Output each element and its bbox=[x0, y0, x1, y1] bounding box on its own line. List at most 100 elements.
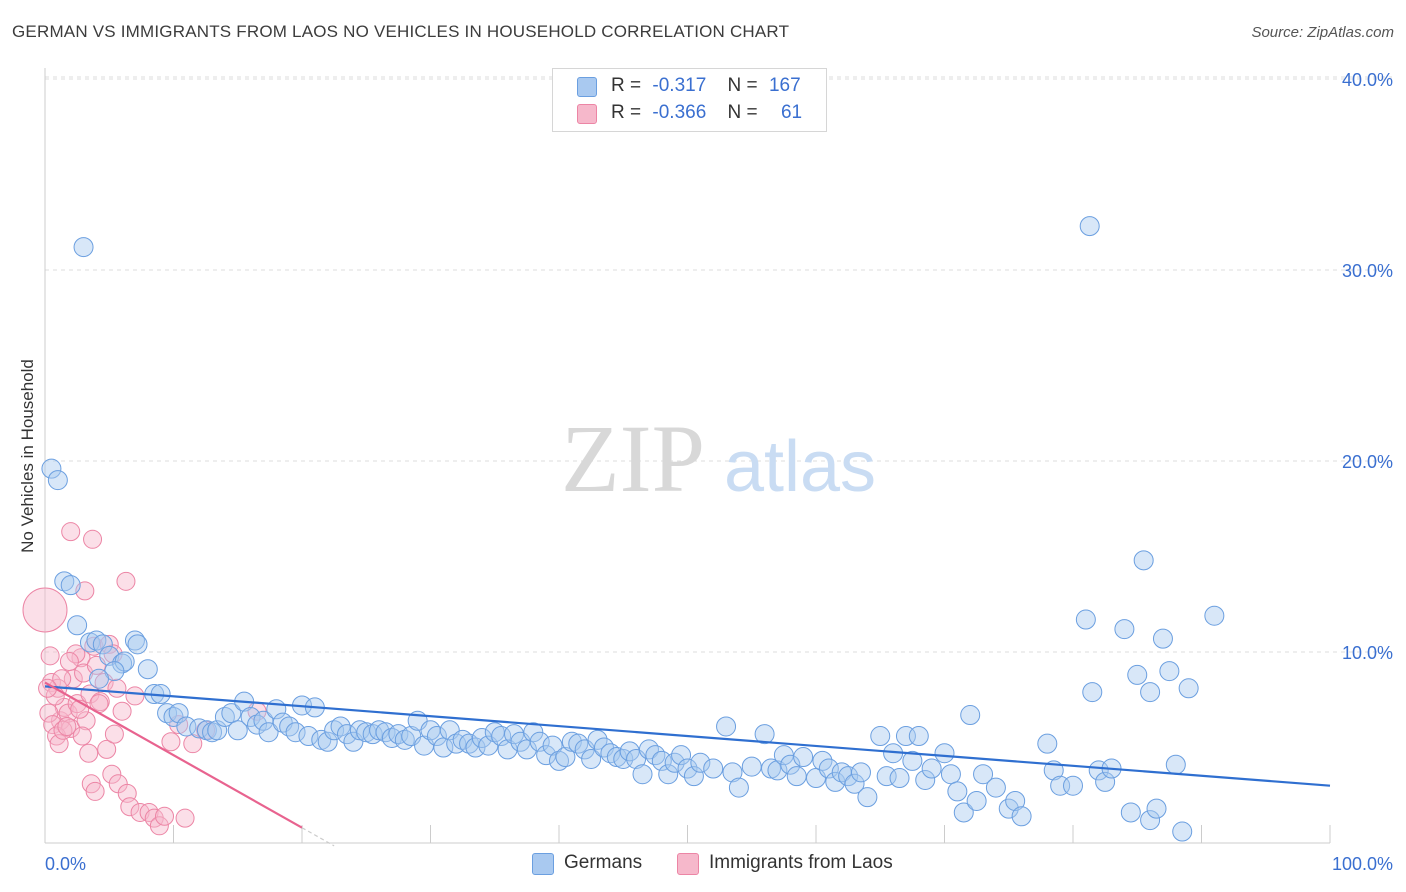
trend-line-laos bbox=[44, 681, 303, 829]
data-point-germans bbox=[915, 769, 936, 790]
data-point-germans bbox=[247, 714, 268, 735]
data-point-germans bbox=[793, 747, 814, 768]
data-point-laos bbox=[71, 648, 91, 668]
data-point-germans bbox=[1140, 810, 1161, 831]
data-point-germans bbox=[523, 722, 544, 743]
data-point-germans bbox=[722, 762, 743, 783]
data-point-laos bbox=[102, 764, 122, 784]
data-point-germans bbox=[317, 731, 338, 752]
data-point-germans bbox=[92, 634, 113, 655]
tick-labels: 10.0% 20.0% 30.0% 40.0% 0.0% 100.0% bbox=[45, 70, 1393, 874]
data-point-germans bbox=[940, 764, 961, 785]
series-laos-points bbox=[22, 522, 267, 836]
y-tick-label: 20.0% bbox=[1342, 452, 1393, 472]
data-point-germans bbox=[67, 615, 88, 636]
data-point-germans bbox=[60, 575, 81, 596]
data-point-germans bbox=[324, 720, 345, 741]
data-point-laos bbox=[99, 634, 119, 654]
data-point-germans bbox=[902, 750, 923, 771]
legend-r-value: -0.366 bbox=[652, 102, 707, 123]
data-point-germans bbox=[690, 752, 711, 773]
data-point-germans bbox=[279, 716, 300, 737]
data-point-germans bbox=[716, 716, 737, 737]
data-point-laos bbox=[175, 808, 195, 828]
data-point-germans bbox=[227, 720, 248, 741]
data-point-germans bbox=[86, 630, 107, 651]
data-point-germans bbox=[298, 726, 319, 747]
data-point-germans bbox=[1095, 771, 1116, 792]
data-point-germans bbox=[651, 750, 672, 771]
data-point-germans bbox=[433, 737, 454, 758]
data-point-germans bbox=[1133, 550, 1154, 571]
data-point-laos bbox=[116, 571, 136, 591]
data-point-germans bbox=[683, 766, 704, 787]
y-tick-label: 30.0% bbox=[1342, 261, 1393, 281]
data-point-laos bbox=[97, 739, 117, 759]
legend-swatch-germans bbox=[577, 77, 597, 97]
data-point-germans bbox=[1204, 605, 1225, 626]
watermark-atlas: atlas bbox=[724, 427, 876, 507]
data-point-germans bbox=[137, 659, 158, 680]
data-point-germans bbox=[1178, 678, 1199, 699]
data-point-germans bbox=[1079, 216, 1100, 237]
data-point-germans bbox=[394, 729, 415, 750]
data-point-germans bbox=[767, 760, 788, 781]
data-point-germans bbox=[1037, 733, 1058, 754]
legend-n-value: 61 bbox=[780, 102, 803, 123]
data-point-germans bbox=[921, 758, 942, 779]
data-point-germans bbox=[1120, 802, 1141, 823]
data-point-germans bbox=[426, 726, 447, 747]
data-point-laos bbox=[183, 734, 203, 754]
data-point-germans bbox=[908, 726, 929, 747]
data-point-germans bbox=[844, 773, 865, 794]
bottom-legend-label-laos: Immigrants from Laos bbox=[709, 852, 893, 873]
data-point-germans bbox=[1005, 790, 1026, 811]
data-point-laos bbox=[57, 716, 77, 736]
trend-lines bbox=[44, 681, 1331, 847]
data-point-germans bbox=[947, 781, 968, 802]
data-point-laos bbox=[120, 797, 140, 817]
data-point-germans bbox=[1082, 682, 1103, 703]
data-point-germans bbox=[189, 718, 210, 739]
data-point-germans bbox=[99, 645, 120, 666]
data-point-germans bbox=[491, 726, 512, 747]
legend-n-label: N = bbox=[727, 75, 758, 96]
data-point-laos bbox=[83, 529, 103, 549]
legend-r-label: R = bbox=[611, 75, 642, 96]
data-point-germans bbox=[176, 716, 197, 737]
trend-line-laos-extension bbox=[301, 827, 335, 847]
data-point-germans bbox=[703, 758, 724, 779]
data-point-laos bbox=[107, 678, 127, 698]
data-point-germans bbox=[157, 703, 178, 724]
data-point-germans bbox=[47, 470, 68, 491]
data-point-germans bbox=[960, 705, 981, 726]
data-point-germans bbox=[876, 766, 897, 787]
data-point-germans bbox=[41, 458, 62, 479]
data-point-germans bbox=[516, 739, 537, 760]
data-point-laos bbox=[61, 522, 81, 542]
data-point-germans bbox=[786, 766, 807, 787]
data-point-germans bbox=[465, 737, 486, 758]
legend-r-value: -0.317 bbox=[652, 75, 707, 96]
legend-n-label: N = bbox=[727, 102, 758, 123]
data-point-germans bbox=[1140, 682, 1161, 703]
data-point-germans bbox=[127, 634, 148, 655]
data-point-laos bbox=[76, 711, 96, 731]
data-point-laos bbox=[161, 732, 181, 752]
data-point-germans bbox=[728, 777, 749, 798]
data-point-germans bbox=[124, 630, 145, 651]
data-point-germans bbox=[581, 748, 602, 769]
data-point-germans bbox=[1172, 821, 1193, 842]
x-tick-label: 0.0% bbox=[45, 854, 86, 874]
data-point-laos bbox=[66, 644, 86, 664]
bottom-legend-swatch-germans bbox=[532, 853, 554, 875]
data-point-germans bbox=[214, 706, 235, 727]
data-point-germans bbox=[1011, 806, 1032, 827]
data-point-germans bbox=[850, 762, 871, 783]
data-point-germans bbox=[1146, 798, 1167, 819]
data-point-germans bbox=[741, 756, 762, 777]
data-point-germans bbox=[671, 745, 692, 766]
data-point-laos bbox=[149, 816, 169, 836]
data-point-germans bbox=[73, 237, 94, 258]
y-tick-label: 40.0% bbox=[1342, 70, 1393, 90]
